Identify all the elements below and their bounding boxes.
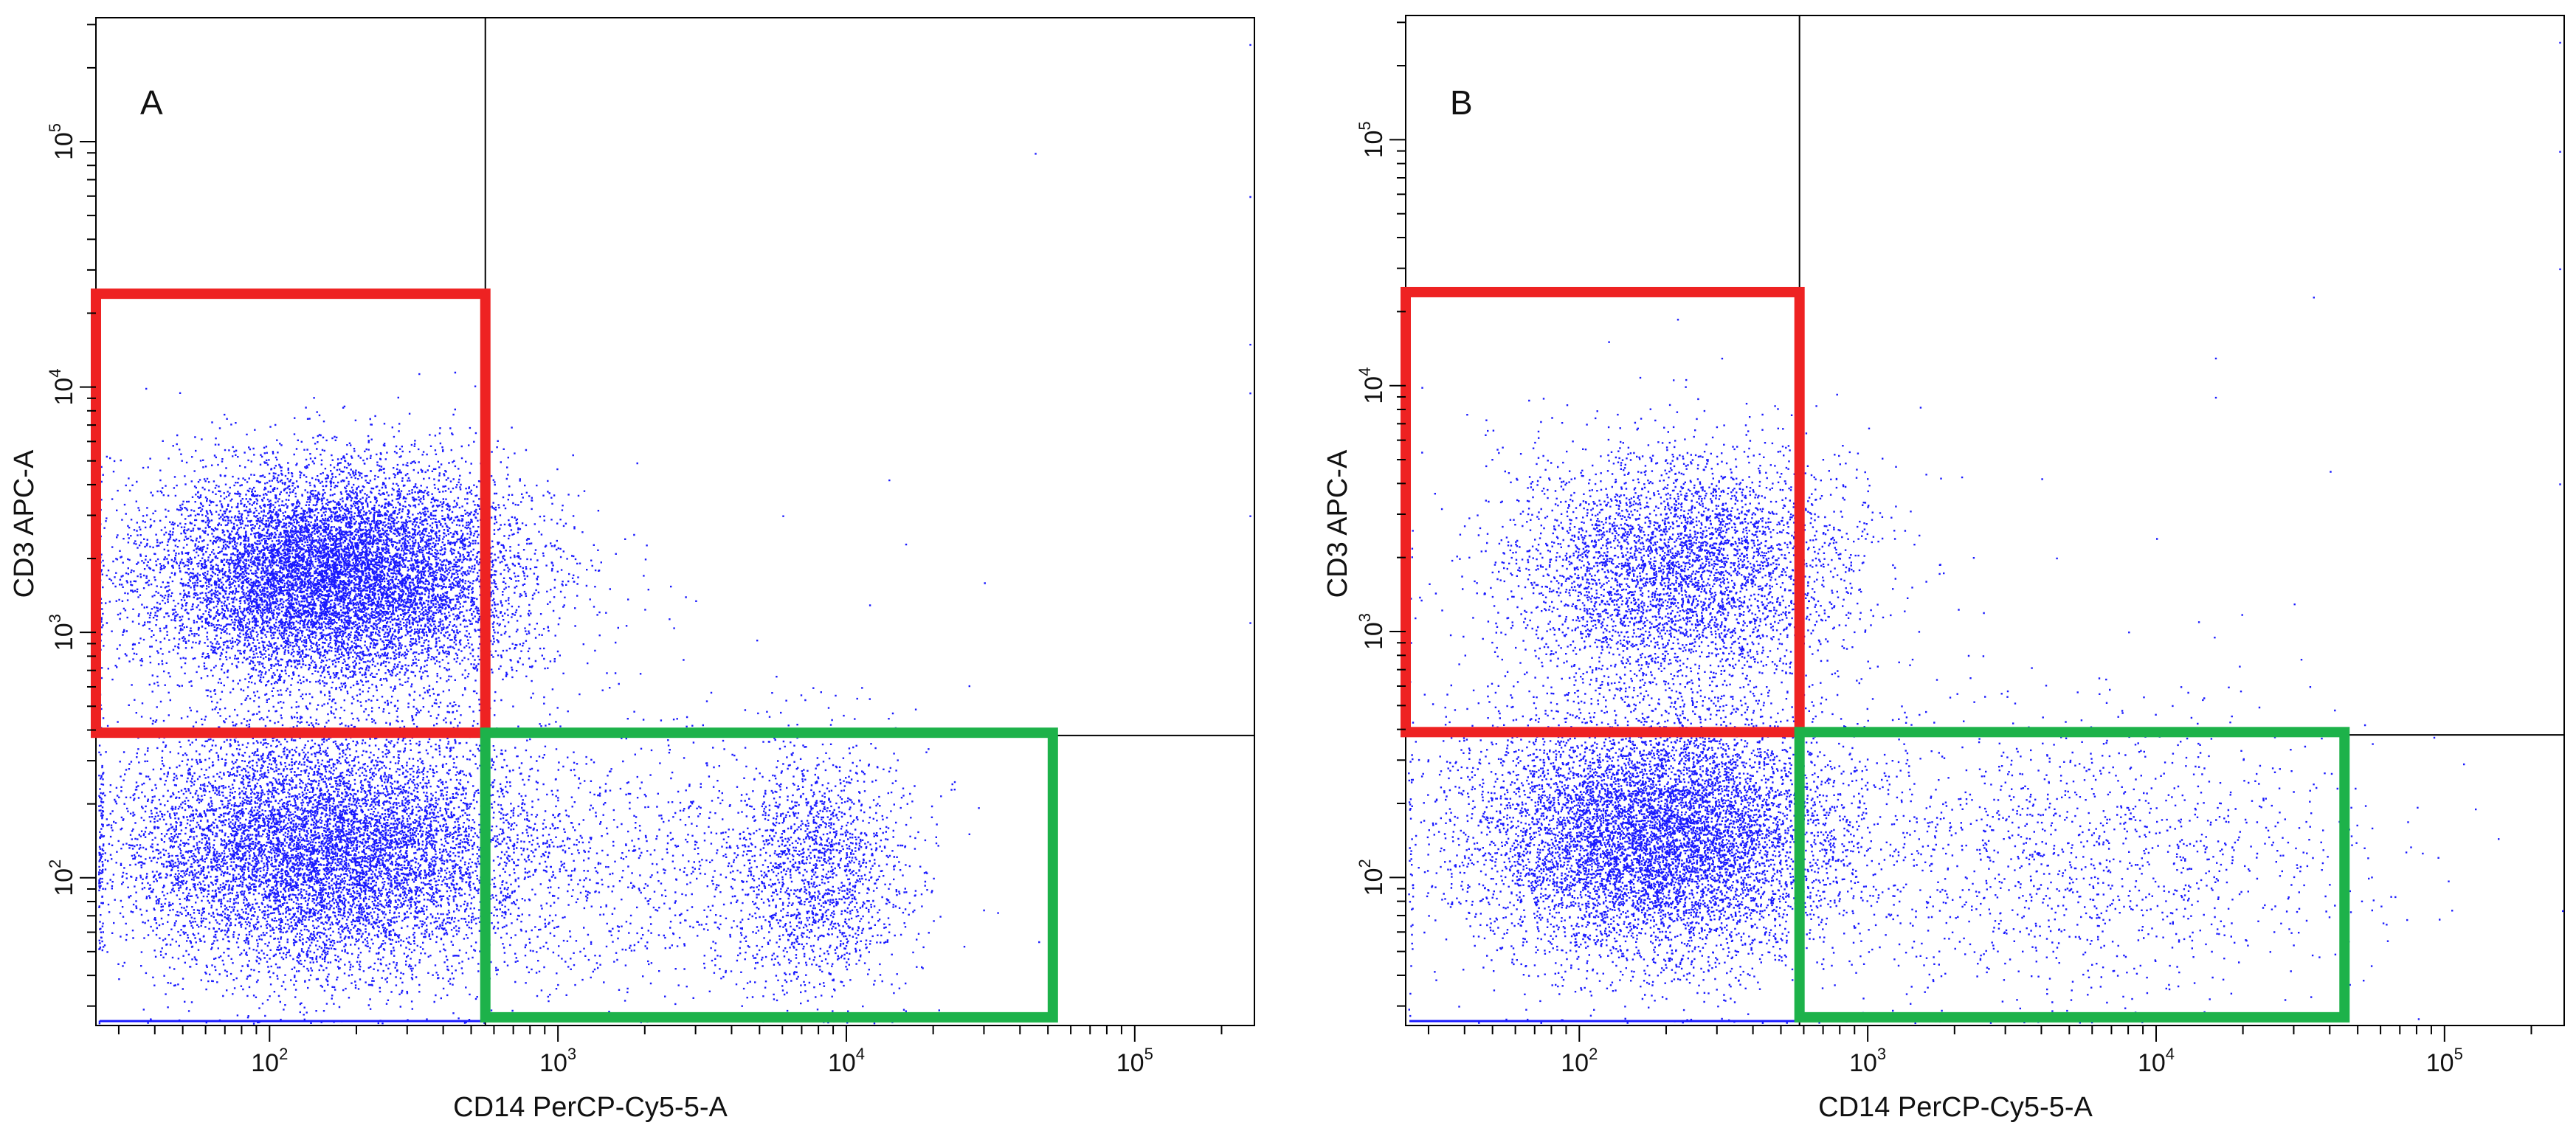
x-tick-label: 105: [1116, 1045, 1153, 1077]
gate-cd14-green: [1794, 727, 2350, 1023]
panel-label: B: [1450, 83, 1473, 122]
y-tick-label: 103: [46, 614, 78, 651]
panel-a: 102 103 104 105 102 103 104 105 A CD14 PerCP-Cy…: [9, 17, 1255, 1123]
x-axis-label: CD14 PerCP-Cy5-5-A: [453, 1092, 728, 1123]
x-axis-label: CD14 PerCP-Cy5-5-A: [1818, 1092, 2093, 1123]
x-tick-label: 103: [1849, 1045, 1886, 1077]
axis-ticks: 102 103 104 105 102 103 104 105: [1356, 21, 2532, 1077]
plot-frame: [1405, 15, 2565, 1026]
y-axis-label: CD3 APC-A: [9, 449, 40, 598]
y-tick-label: 105: [1356, 121, 1388, 158]
scatter-points: [98, 44, 1251, 1025]
y-tick-label: 102: [46, 860, 78, 896]
y-tick-label: 104: [46, 369, 78, 406]
y-axis-label: CD3 APC-A: [1322, 449, 1353, 598]
y-tick-label: 105: [46, 123, 78, 160]
gate-cd14-green: [480, 727, 1058, 1023]
x-tick-label: 102: [1561, 1045, 1598, 1077]
x-tick-label: 104: [2138, 1045, 2175, 1077]
y-tick-label: 102: [1356, 859, 1388, 896]
y-tick-label: 104: [1356, 367, 1388, 404]
x-tick-label: 102: [251, 1045, 288, 1077]
panel-b: 102 103 104 105 102 103 104 105 B CD14 PerCP-Cy…: [1322, 15, 2565, 1123]
panel-label: A: [140, 83, 163, 122]
x-tick-label: 105: [2426, 1045, 2463, 1077]
y-tick-label: 103: [1356, 613, 1388, 650]
x-tick-label: 103: [539, 1045, 576, 1077]
x-tick-label: 104: [828, 1045, 865, 1077]
gate-cd3-red: [1401, 286, 1805, 738]
gate-cd3-red: [91, 288, 491, 739]
axis-ticks: 102 103 104 105 102 103 104 105: [46, 24, 1223, 1077]
